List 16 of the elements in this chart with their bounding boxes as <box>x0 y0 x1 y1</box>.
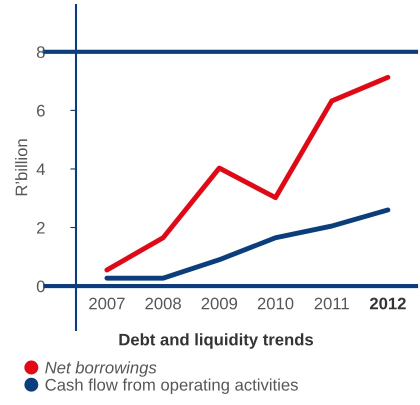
x-tick-label: 2010 <box>258 298 294 310</box>
text: Debt and liquidity trends <box>119 333 314 349</box>
y-tick-label: 6 <box>37 104 45 117</box>
legend-label: Net borrowings <box>45 361 156 377</box>
x-tick-label: 2009 <box>202 298 238 310</box>
x-tick-label: 2007 <box>89 298 125 310</box>
x-tick-label: 2012 <box>370 298 406 310</box>
line-series <box>104 74 390 272</box>
x-tick-label: 2011 <box>314 298 349 310</box>
y-tick-label: 8 <box>36 46 45 58</box>
line-series <box>104 208 390 281</box>
x-tick-label: 2008 <box>145 298 181 310</box>
y-tick-label: 4 <box>36 164 45 176</box>
y-axis-title: R’billion <box>15 139 28 196</box>
legend-label: Cash flow from operating activities <box>46 378 298 394</box>
y-tick-label: 2 <box>37 222 45 234</box>
